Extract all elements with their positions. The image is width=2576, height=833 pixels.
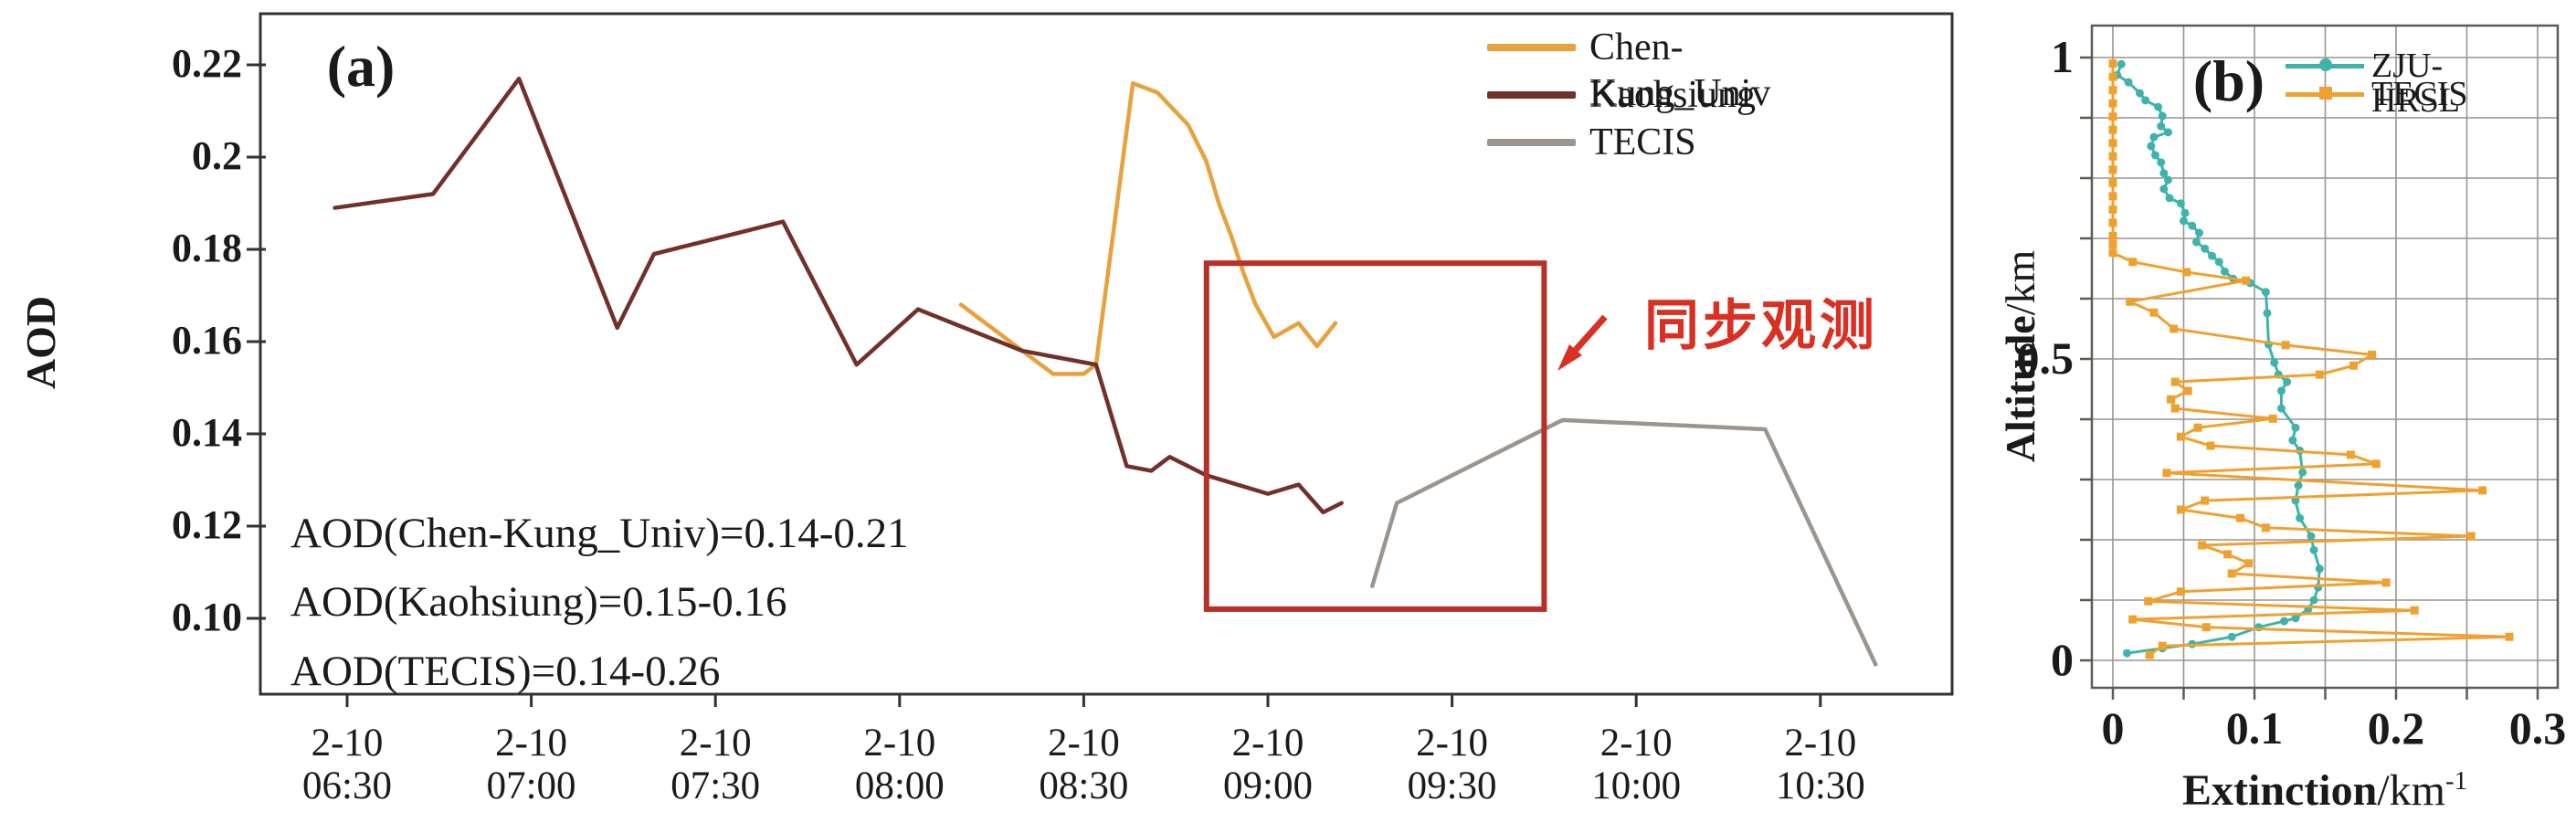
legend-label: TECIS — [1589, 121, 1696, 163]
extinction-title-exponent: -1 — [2445, 766, 2468, 796]
panel-a-x-tick-label: 2-10 10:30 — [1775, 722, 1865, 807]
panel-a-x-tick-label: 2-10 07:00 — [486, 722, 576, 807]
annotation-aod-chen-kung: AOD(Chen-Kung_Univ)=0.14-0.21 — [290, 510, 909, 557]
tecis-square-marker-icon — [2319, 87, 2332, 100]
tecis-line-swatch — [1487, 139, 1576, 146]
panel-b-y-tick-label: 0.5 — [2016, 332, 2075, 384]
kaohsiung-line-swatch — [1487, 91, 1576, 99]
panel-b-x-tick-label: 0.1 — [2225, 702, 2284, 754]
panel-b-x-tick-label: 0 — [2101, 702, 2125, 754]
panel-b-x-tick-label: 0.3 — [2508, 702, 2567, 754]
legend-label: TECIS — [2371, 75, 2468, 113]
altitude-title-unit: /km — [1997, 249, 2043, 316]
annotation-aod-kaohsiung: AOD(Kaohsiung)=0.15-0.16 — [290, 578, 787, 626]
panel-a-x-tick-label: 2-10 08:00 — [854, 722, 945, 807]
annotation-aod-tecis: AOD(TECIS)=0.14-0.26 — [290, 648, 721, 695]
legend-label: ZJU-HRSL — [2371, 47, 2461, 120]
panel-a-y-tick-label: 0.10 — [172, 595, 242, 639]
chen-kung-univ-line-swatch — [1487, 44, 1576, 51]
extinction-title-unit: /km — [2377, 766, 2446, 815]
sync-observation-label: 同步观测 — [1644, 296, 1878, 356]
panel-a-x-tick-label: 2-10 09:00 — [1223, 722, 1313, 807]
panel-a-x-tick-label: 2-10 06:30 — [302, 722, 392, 807]
panel-a-y-tick-label: 0.18 — [172, 226, 242, 270]
extinction-title-bold: Extinction — [2181, 766, 2378, 815]
panel-a-y-tick-label: 0.2 — [192, 133, 242, 178]
panel-a-y-tick-label: 0.16 — [172, 318, 242, 363]
panel-b-x-tick-label: 0.2 — [2367, 702, 2425, 754]
panel-b-y-tick-label: 1 — [2051, 31, 2074, 82]
panel-a-y-tick-label: 0.12 — [172, 502, 242, 547]
panel-a-y-axis-title: AOD — [17, 295, 64, 390]
panel-b-y-tick-label: 0 — [2051, 634, 2074, 685]
panel-a-x-tick-label: 2-10 09:30 — [1407, 722, 1497, 807]
legend-label: Kaohsiung — [1589, 74, 1756, 116]
panel-b-tag: (b) — [2192, 48, 2265, 113]
panel-b-x-axis-title: Extinction/km-1 — [2096, 765, 2553, 816]
legend-label: Chen-Kung_Univ — [1589, 26, 1771, 114]
panel-a-tag: (a) — [326, 34, 396, 99]
panel-a-x-tick-label: 2-10 07:30 — [670, 722, 761, 807]
zju-hrsl-circle-marker-icon — [2319, 58, 2332, 71]
panel-a-y-tick-label: 0.22 — [172, 41, 242, 86]
panel-a-x-tick-label: 2-10 10:00 — [1591, 722, 1682, 807]
panel-a-x-tick-label: 2-10 08:30 — [1039, 722, 1129, 807]
panel-a-y-tick-label: 0.14 — [172, 410, 242, 455]
